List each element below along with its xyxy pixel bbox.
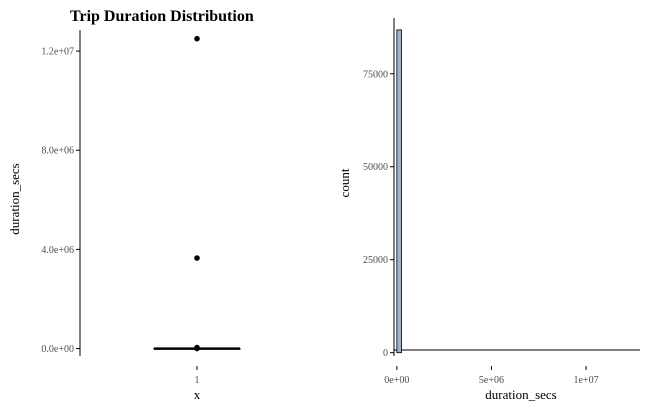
boxplot-y-ticks: 0.0e+00 4.0e+06 8.0e+06 1.2e+07 [41,47,80,355]
boxplot-x-tick-label: 1 [195,375,200,386]
plot-title: Trip Duration Distribution [70,8,254,25]
histogram-y-ticks: 0 25000 50000 75000 [363,69,394,359]
boxplot-outlier-point [194,345,200,352]
boxplot-x-axis-title: x [194,387,201,402]
histogram-x-tick-label: 5e+06 [479,375,504,386]
histogram-y-tick-label: 50000 [363,162,388,173]
histogram-x-axis-title: duration_secs [485,387,556,402]
histogram-y-tick-label: 0 [383,348,388,359]
histogram-y-axis-title: count [337,168,352,197]
boxplot-outlier-point [194,35,200,42]
histogram-bars [396,29,402,354]
histogram-y-tick-label: 75000 [363,69,388,80]
boxplot-panel: 0.0e+00 4.0e+06 8.0e+06 1.2e+07 1 x duratio… [7,30,241,402]
boxplot-y-tick-label: 1.2e+07 [41,47,74,58]
histogram-y-tick-label: 25000 [363,255,388,266]
histogram-bar [396,29,402,354]
histogram-panel: 0 25000 50000 75000 0e+00 5e+06 1e+07 duratio… [337,18,640,402]
boxplot-outliers [194,35,200,352]
boxplot-y-tick-label: 0.0e+00 [41,344,74,355]
boxplot-y-tick-label: 8.0e+06 [41,146,74,157]
boxplot-outlier-point [194,255,200,261]
histogram-x-tick-label: 1e+07 [574,375,599,386]
boxplot-x-ticks: 1 [195,366,200,386]
boxplot-y-tick-label: 4.0e+06 [41,245,74,256]
histogram-x-ticks: 0e+00 5e+06 1e+07 [384,366,599,386]
histogram-x-tick-label: 0e+00 [384,375,409,386]
boxplot-y-axis-title: duration_secs [7,163,22,234]
